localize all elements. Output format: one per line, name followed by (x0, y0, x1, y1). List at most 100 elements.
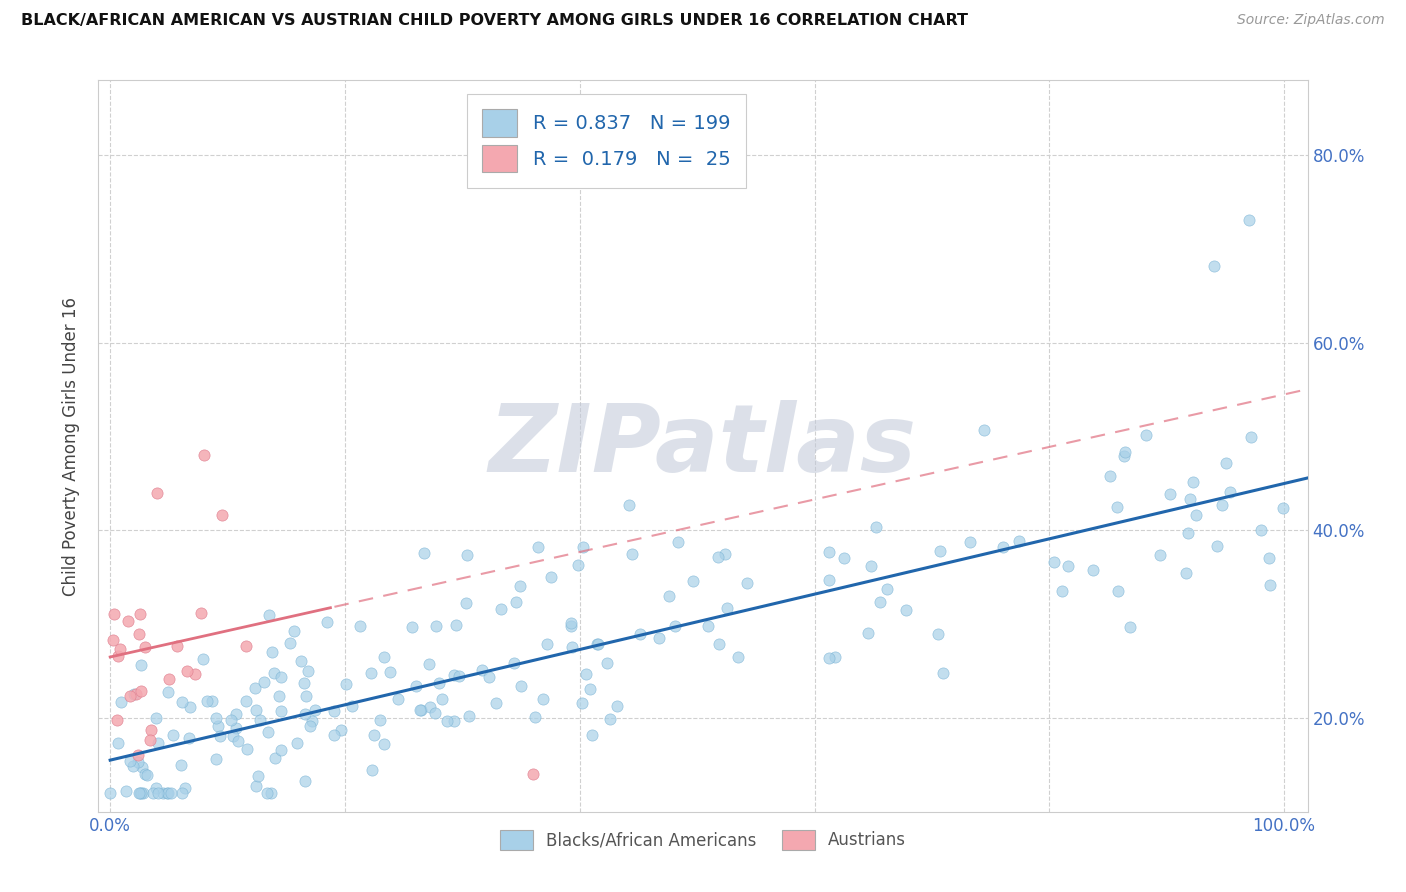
Point (575, 667, 598, 681)
Point (235, 639, 257, 653)
Point (1098, 469, 1121, 483)
Point (360, 666, 382, 681)
Point (117, 614, 139, 628)
Point (349, 619, 371, 633)
Point (363, 728, 385, 742)
Point (1050, 583, 1073, 598)
Point (183, 667, 205, 681)
Point (278, 635, 301, 649)
Point (817, 545, 839, 559)
Point (824, 650, 846, 665)
Point (927, 627, 949, 641)
Point (1219, 485, 1241, 500)
Point (412, 546, 434, 560)
Point (316, 615, 339, 630)
Point (716, 601, 738, 615)
Point (561, 640, 583, 655)
Point (129, 657, 152, 672)
Point (1118, 619, 1140, 633)
Point (107, 649, 129, 664)
Point (1250, 523, 1272, 537)
Point (225, 706, 247, 721)
Point (294, 689, 316, 703)
Point (581, 728, 603, 742)
Point (103, 607, 125, 621)
Point (444, 618, 467, 632)
Point (502, 656, 524, 670)
Point (222, 729, 245, 743)
Point (430, 691, 453, 706)
Point (1237, 212, 1260, 227)
Point (135, 768, 157, 782)
Point (489, 601, 512, 615)
Point (323, 728, 346, 742)
Point (387, 691, 409, 706)
Point (737, 575, 759, 590)
Point (456, 548, 478, 562)
Point (263, 666, 285, 681)
Point (443, 714, 465, 728)
Point (162, 728, 184, 742)
Point (932, 665, 955, 680)
Point (1181, 475, 1204, 490)
Point (1178, 491, 1201, 506)
Point (380, 665, 402, 679)
Point (176, 664, 198, 678)
Point (586, 637, 609, 651)
Point (368, 713, 391, 727)
Point (522, 767, 544, 781)
Point (160, 786, 183, 800)
Point (260, 644, 283, 658)
Point (270, 670, 292, 684)
Point (290, 654, 312, 668)
Point (294, 774, 316, 789)
Point (418, 657, 440, 672)
Point (425, 619, 447, 633)
Point (560, 616, 582, 631)
Point (170, 786, 193, 800)
Point (259, 608, 281, 623)
Point (243, 681, 266, 695)
Point (666, 535, 689, 549)
Point (118, 690, 141, 704)
Point (139, 723, 162, 738)
Point (110, 695, 132, 709)
Point (294, 707, 316, 722)
Point (1057, 558, 1080, 573)
Point (292, 676, 315, 690)
Point (247, 768, 270, 782)
Point (304, 703, 326, 717)
Point (713, 548, 735, 562)
Point (235, 741, 257, 756)
Point (1211, 498, 1233, 512)
Point (193, 449, 215, 463)
Point (131, 786, 153, 800)
Point (658, 590, 681, 604)
Point (105, 713, 128, 727)
Point (249, 714, 271, 728)
Point (146, 486, 169, 500)
Point (195, 694, 218, 708)
Point (959, 535, 981, 549)
Point (207, 719, 229, 733)
Point (567, 558, 589, 572)
Point (536, 637, 558, 651)
Point (409, 703, 432, 717)
Point (1149, 548, 1171, 562)
Point (340, 698, 363, 713)
Point (124, 687, 146, 701)
Point (1159, 487, 1181, 501)
Point (201, 694, 224, 708)
Point (648, 631, 671, 645)
Point (373, 650, 395, 665)
Point (401, 620, 423, 634)
Point (299, 719, 322, 733)
Point (166, 640, 188, 654)
Point (832, 550, 855, 565)
Point (1112, 450, 1135, 464)
Point (138, 733, 160, 747)
Point (146, 735, 169, 749)
Point (527, 540, 550, 554)
Point (157, 672, 180, 686)
Point (156, 685, 179, 699)
